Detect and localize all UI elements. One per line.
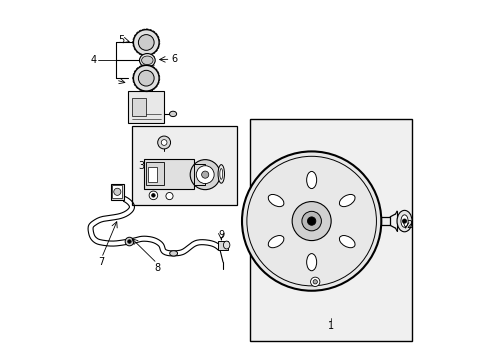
Circle shape <box>301 211 321 231</box>
Circle shape <box>312 280 317 284</box>
Bar <box>110 184 124 200</box>
Text: 6: 6 <box>171 54 178 64</box>
Ellipse shape <box>306 171 316 189</box>
Text: 7: 7 <box>98 257 104 267</box>
Text: 4: 4 <box>90 55 97 65</box>
Text: 2: 2 <box>406 220 412 230</box>
Bar <box>249 119 411 341</box>
Bar <box>132 126 237 205</box>
Bar <box>194 164 205 185</box>
Bar <box>217 241 228 249</box>
Circle shape <box>138 35 154 50</box>
Circle shape <box>307 217 315 225</box>
Text: 8: 8 <box>154 262 160 273</box>
Circle shape <box>151 194 155 197</box>
Ellipse shape <box>220 168 222 179</box>
Ellipse shape <box>169 251 177 256</box>
Circle shape <box>161 140 166 145</box>
Circle shape <box>310 277 319 287</box>
Bar <box>148 167 157 182</box>
Circle shape <box>114 188 121 195</box>
Circle shape <box>125 237 134 246</box>
Circle shape <box>138 70 154 86</box>
Ellipse shape <box>139 54 155 67</box>
Circle shape <box>402 219 406 223</box>
Ellipse shape <box>142 56 153 64</box>
Ellipse shape <box>268 194 284 207</box>
Circle shape <box>157 136 170 149</box>
Circle shape <box>149 191 157 200</box>
Bar <box>132 98 146 116</box>
Circle shape <box>242 152 381 291</box>
Ellipse shape <box>306 253 316 271</box>
Ellipse shape <box>339 194 354 207</box>
Ellipse shape <box>223 241 229 249</box>
Ellipse shape <box>339 235 354 248</box>
Ellipse shape <box>396 210 411 232</box>
Circle shape <box>190 159 220 190</box>
Bar <box>128 91 164 123</box>
Text: 3: 3 <box>138 161 143 171</box>
Circle shape <box>165 193 173 200</box>
Ellipse shape <box>268 235 284 248</box>
Circle shape <box>133 65 159 91</box>
Circle shape <box>133 30 159 55</box>
Bar <box>146 162 164 185</box>
Text: 9: 9 <box>218 230 224 240</box>
Circle shape <box>291 202 330 240</box>
Ellipse shape <box>218 165 224 183</box>
Ellipse shape <box>400 215 407 227</box>
Text: 1: 1 <box>327 321 333 332</box>
Bar <box>112 185 122 198</box>
Text: 5: 5 <box>118 35 124 45</box>
Ellipse shape <box>169 111 176 117</box>
Circle shape <box>196 166 214 184</box>
Bar <box>144 158 194 189</box>
Circle shape <box>201 171 208 178</box>
Circle shape <box>127 240 131 243</box>
